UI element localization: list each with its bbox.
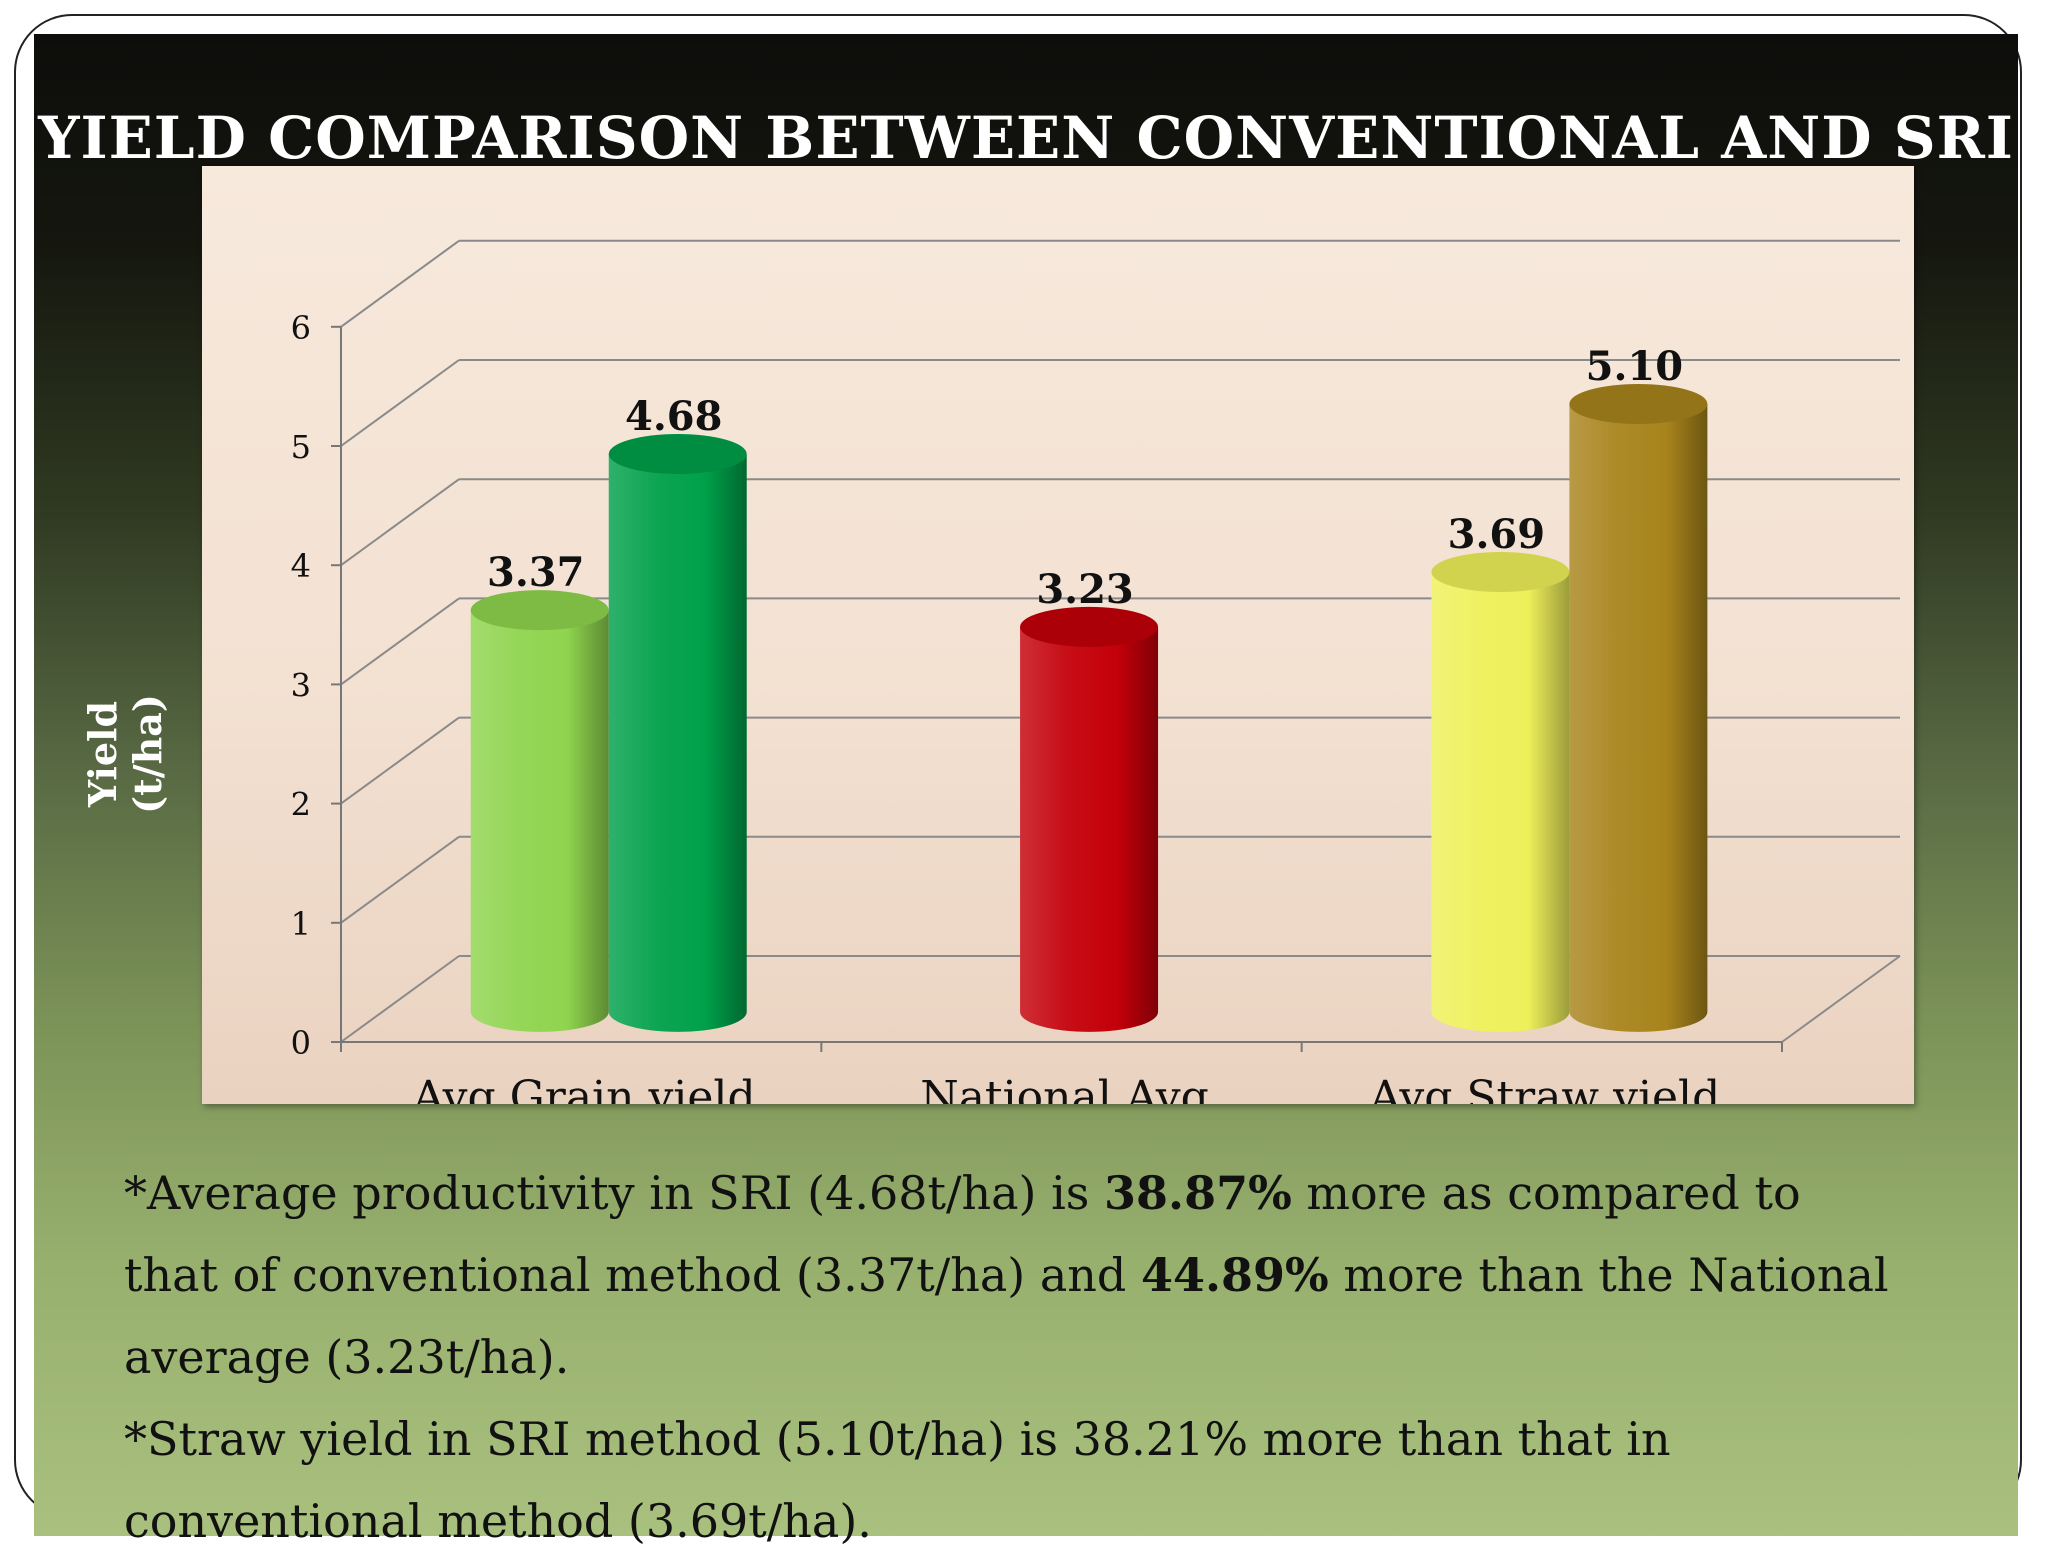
bar-cylinder (608, 454, 747, 1032)
chart-panel: 0 1 2 3 4 5 6 Avg.Grain yield National Avg Avg.St… (202, 166, 1914, 1104)
note-text: more than the National (1328, 1248, 1889, 1302)
grid-diagonal (340, 835, 460, 924)
bar-value-label: 3.37 (487, 549, 584, 596)
y-tick-label: 5 (291, 428, 311, 466)
x-tick-label: Avg.Straw yield (1368, 1072, 1720, 1104)
y-tick-label: 2 (291, 786, 311, 824)
bar-value-label: 3.69 (1448, 511, 1545, 558)
note-paragraph: *Average productivity in SRI (4.68t/ha) … (124, 1152, 2024, 1398)
note-text: average (3.23t/ha). (124, 1330, 570, 1384)
note-text: conventional method (3.69t/ha). (124, 1494, 872, 1548)
floor-edge (1781, 955, 1901, 1043)
note-paragraph: *Straw yield in SRI method (5.10t/ha) is… (124, 1398, 2024, 1562)
x-tick-label: National Avg (920, 1072, 1209, 1104)
y-tick-label: 3 (291, 666, 311, 704)
notes: *Average productivity in SRI (4.68t/ha) … (124, 1152, 2024, 1562)
grid-diagonal (340, 359, 460, 447)
grid-diagonal (340, 239, 460, 328)
bar-cylinder (1020, 626, 1159, 1032)
grid-diagonal (340, 478, 460, 567)
slide-title: YIELD COMPARISON BETWEEN CONVENTIONAL AN… (38, 104, 2014, 172)
y-tick-label: 0 (291, 1024, 311, 1062)
x-tick-label: Avg.Grain yield (412, 1072, 756, 1104)
note-text: *Straw yield in SRI method (5.10t/ha) is… (124, 1412, 1671, 1466)
bar-cylinder (1431, 572, 1570, 1032)
note-highlight: 38.87% (1104, 1166, 1292, 1220)
note-highlight: 44.89% (1141, 1248, 1329, 1302)
bar-cylinder (1569, 403, 1708, 1032)
bar-chart: 0 1 2 3 4 5 6 Avg.Grain yield National Avg Avg.St… (291, 239, 1901, 1104)
grid-diagonal (340, 955, 460, 1043)
slide: YIELD COMPARISON BETWEEN CONVENTIONAL AN… (34, 34, 2018, 1548)
y-tick-label: 6 (291, 309, 311, 347)
grid-diagonal (340, 597, 460, 686)
bar-cap (470, 590, 609, 631)
grid-diagonal (340, 716, 460, 805)
note-text: *Average productivity in SRI (4.68t/ha) … (124, 1166, 1105, 1220)
bar-cap (1020, 606, 1159, 647)
note-text: that of conventional method (3.37t/ha) a… (124, 1248, 1141, 1302)
bar-cap (1569, 383, 1708, 424)
y-tick-label: 4 (291, 547, 311, 585)
bar-cap (1431, 552, 1570, 593)
y-axis-label: Yield (t/ha) (80, 694, 170, 814)
bar-cap (608, 434, 747, 475)
bar-value-label: 4.68 (625, 393, 722, 440)
bar-cylinder (470, 610, 609, 1032)
bar-value-label: 5.10 (1586, 343, 1683, 390)
note-text: more as compared to (1291, 1166, 1801, 1220)
bar-value-label: 3.23 (1036, 566, 1133, 613)
y-tick-label: 1 (291, 905, 311, 943)
